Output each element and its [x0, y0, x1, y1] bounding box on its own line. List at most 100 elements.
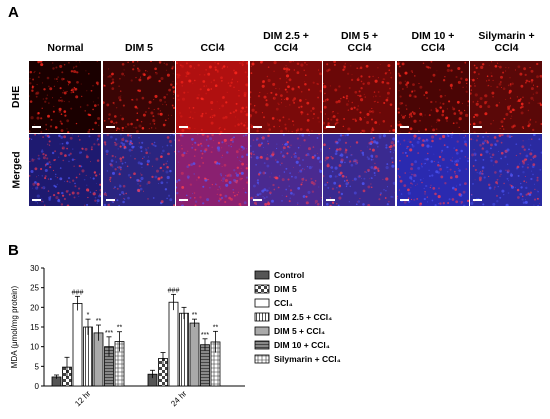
legend-swatch: [254, 312, 270, 322]
bar: [179, 312, 189, 387]
dhe-micrograph: [102, 61, 175, 133]
legend-label: CCl₄: [274, 298, 293, 308]
y-tick-label: 0: [35, 382, 40, 391]
significance-label: ###: [72, 289, 84, 296]
significance-label: **: [213, 324, 219, 331]
x-tick-label: 24 hr: [169, 389, 188, 408]
panel-b-letter: B: [8, 242, 19, 259]
dhe-micrograph: [396, 61, 469, 133]
x-tick-label: 12 hr: [73, 389, 92, 408]
legend-swatch: [254, 298, 270, 308]
row-label-merged: Merged: [10, 151, 23, 189]
merged-micrograph: [396, 134, 469, 206]
legend-label: DIM 5 + CCl₄: [274, 326, 325, 336]
bar: [200, 344, 210, 387]
bar: [168, 301, 179, 387]
y-tick-label: 30: [30, 264, 39, 273]
micrograph-texture: [249, 61, 322, 133]
column-header-line: CCl4: [494, 42, 519, 54]
dhe-micrograph: [176, 61, 248, 133]
micrograph-texture: [323, 134, 395, 206]
scale-bar: [326, 126, 335, 128]
legend-label: Control: [274, 270, 304, 280]
column-header-line: Normal: [47, 42, 84, 54]
legend-swatch: [254, 270, 270, 280]
bar: [93, 332, 104, 387]
column-header-line: CCl4: [274, 42, 298, 54]
micrograph-texture: [29, 61, 101, 133]
legend-swatch: [254, 284, 270, 294]
merged-micrograph: [323, 134, 395, 206]
legend-label: DIM 2.5 + CCl₄: [274, 312, 332, 322]
bar: [189, 322, 200, 387]
scale-bar: [399, 199, 409, 201]
merged-micrograph: [249, 134, 322, 206]
micrograph-texture: [103, 134, 175, 206]
y-tick-label: 15: [30, 323, 39, 332]
column-header: DIM 10 + CCl4: [397, 30, 470, 54]
y-tick-label: 20: [30, 303, 39, 312]
scale-bar: [252, 199, 262, 201]
significance-label: *: [87, 312, 90, 319]
y-axis-label: MDA (μmol/mg protein): [10, 285, 19, 368]
scale-bar: [179, 199, 188, 201]
micrograph-texture: [29, 134, 101, 206]
scale-bar: [32, 199, 41, 201]
legend-swatch: [254, 354, 270, 364]
column-header: Normal: [29, 42, 102, 54]
significance-label: **: [96, 318, 102, 325]
panel-a-letter: A: [8, 4, 19, 21]
legend-swatch: [254, 340, 270, 350]
dhe-micrograph: [323, 61, 395, 133]
scale-bar: [252, 126, 262, 128]
significance-label: ###: [168, 287, 180, 294]
scale-bar: [105, 199, 115, 201]
legend-label: DIM 5: [274, 284, 297, 294]
significance-label: **: [117, 325, 123, 332]
column-header-line: DIM 5 +: [340, 30, 379, 42]
scale-bar: [473, 199, 482, 201]
scale-bar: [32, 126, 41, 128]
column-header-line: DIM 5: [124, 42, 153, 54]
legend-label: Silymarin + CCl₄: [274, 354, 341, 364]
micrograph-texture: [176, 134, 248, 206]
column-header: DIM 5: [103, 42, 176, 54]
y-tick-label: 10: [30, 343, 39, 352]
micrograph-texture: [396, 134, 469, 206]
micrograph-texture: [176, 61, 248, 133]
micrograph-texture: [396, 61, 469, 133]
significance-label: ***: [201, 332, 209, 339]
micrograph-texture: [470, 61, 542, 133]
dhe-micrograph: [249, 61, 322, 133]
column-header: DIM 5 + CCl4: [323, 30, 396, 54]
scale-bar: [179, 126, 188, 128]
scale-bar: [105, 126, 115, 128]
micrograph-texture: [470, 134, 542, 206]
column-header-line: CCl4: [421, 42, 445, 54]
y-tick-label: 25: [30, 284, 39, 293]
merged-micrograph: [470, 134, 542, 206]
column-header: DIM 2.5 + CCl4: [250, 30, 323, 54]
bar: [72, 303, 83, 387]
significance-label: **: [192, 312, 198, 319]
row-label-dhe: DHE: [10, 85, 23, 109]
dhe-micrograph: [29, 61, 101, 133]
y-tick-label: 5: [35, 362, 40, 371]
significance-label: ***: [105, 330, 113, 337]
legend-swatch: [254, 326, 270, 336]
merged-micrograph: [29, 134, 101, 206]
micrograph-texture: [249, 134, 322, 206]
micrograph-texture: [323, 61, 395, 133]
column-header: CCl4: [176, 42, 249, 54]
column-header-line: Silymarin +: [478, 30, 535, 42]
bar: [83, 326, 93, 387]
column-header-line: CCl4: [200, 42, 225, 54]
legend-label: DIM 10 + CCl₄: [274, 340, 330, 350]
column-header-line: DIM 2.5 +: [263, 30, 309, 42]
dhe-micrograph: [470, 61, 542, 133]
scale-bar: [399, 126, 409, 128]
merged-micrograph: [102, 134, 175, 206]
scale-bar: [326, 199, 335, 201]
column-header-line: CCl4: [347, 42, 372, 54]
